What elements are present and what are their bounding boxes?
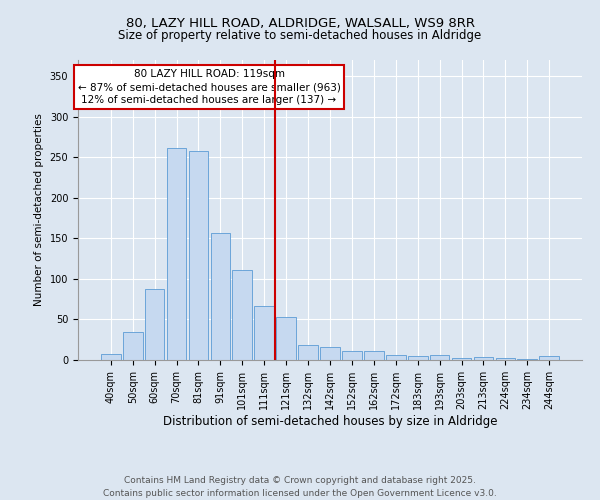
- Bar: [342, 351, 362, 360]
- Bar: [188, 151, 208, 360]
- Y-axis label: Number of semi-detached properties: Number of semi-detached properties: [34, 114, 44, 306]
- Bar: [320, 347, 340, 360]
- Bar: [123, 332, 143, 360]
- Bar: [539, 356, 559, 360]
- Text: Size of property relative to semi-detached houses in Aldridge: Size of property relative to semi-detach…: [118, 29, 482, 42]
- Bar: [254, 306, 274, 360]
- Text: 80, LAZY HILL ROAD, ALDRIDGE, WALSALL, WS9 8RR: 80, LAZY HILL ROAD, ALDRIDGE, WALSALL, W…: [125, 18, 475, 30]
- Bar: [232, 270, 252, 360]
- Bar: [211, 232, 230, 360]
- Bar: [408, 356, 428, 360]
- Text: 80 LAZY HILL ROAD: 119sqm
← 87% of semi-detached houses are smaller (963)
12% of: 80 LAZY HILL ROAD: 119sqm ← 87% of semi-…: [77, 69, 340, 106]
- Bar: [452, 358, 472, 360]
- Bar: [496, 358, 515, 360]
- Bar: [473, 357, 493, 360]
- Bar: [430, 355, 449, 360]
- Bar: [145, 288, 164, 360]
- Bar: [101, 354, 121, 360]
- Text: Contains HM Land Registry data © Crown copyright and database right 2025.
Contai: Contains HM Land Registry data © Crown c…: [103, 476, 497, 498]
- X-axis label: Distribution of semi-detached houses by size in Aldridge: Distribution of semi-detached houses by …: [163, 414, 497, 428]
- Bar: [364, 351, 384, 360]
- Bar: [298, 344, 318, 360]
- Bar: [167, 148, 187, 360]
- Bar: [517, 359, 537, 360]
- Bar: [386, 355, 406, 360]
- Bar: [276, 317, 296, 360]
